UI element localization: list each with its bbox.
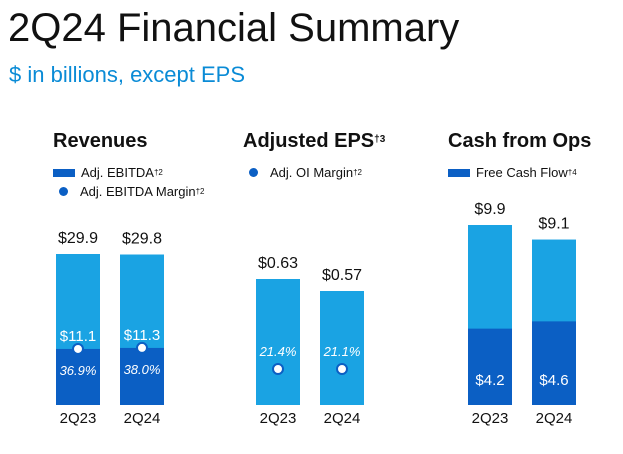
bar-total-label: $9.9 (474, 201, 505, 218)
legend-item-free-cash-flow: Free Cash Flow†4 (448, 165, 577, 181)
bar-total-label: $29.9 (58, 230, 98, 247)
bar-swatch-icon (448, 168, 470, 177)
margin-marker (336, 363, 348, 375)
bar-segment (532, 321, 576, 405)
margin-label: 38.0% (124, 362, 161, 377)
segment-value-label: $11.1 (60, 328, 96, 345)
category-label: 2Q24 (324, 410, 361, 427)
category-label: 2Q23 (472, 410, 509, 427)
margin-marker (136, 341, 148, 354)
category-label: 2Q23 (60, 410, 97, 427)
margin-label: 21.4% (259, 344, 297, 359)
margin-marker (272, 363, 284, 375)
legend-item-adj-ebitda-margin: Adj. EBITDA Margin†2 (53, 184, 205, 200)
revenues-panel-title: Revenues (53, 130, 148, 152)
bar-segment (120, 347, 164, 405)
bar-total (320, 291, 364, 405)
bar-swatch-icon (53, 168, 75, 177)
segment-value-label: $11.3 (124, 327, 160, 344)
page-subtitle: $ in billions, except EPS (9, 62, 246, 87)
legend-item-adj-oi-margin: Adj. OI Margin†2 (243, 165, 362, 181)
category-label: 2Q24 (124, 410, 161, 427)
bar-total-label: $9.1 (538, 216, 569, 233)
cash-panel-title: Cash from Ops (448, 130, 592, 152)
margin-label: 36.9% (60, 363, 97, 378)
dot-swatch-icon (59, 187, 68, 197)
bar-segment (468, 328, 512, 405)
legend-item-adj-ebitda: Adj. EBITDA†2 (53, 165, 163, 181)
bar-total (256, 279, 300, 405)
eps-panel-title: Adjusted EPS†3 (243, 130, 386, 152)
segment-value-label: $4.6 (539, 372, 568, 389)
margin-marker (72, 342, 84, 355)
segment-value-label: $4.2 (475, 372, 504, 389)
bar-total-label: $0.63 (258, 255, 298, 272)
category-label: 2Q23 (260, 410, 297, 427)
bar-total-label: $29.8 (122, 231, 162, 248)
bar-total-label: $0.57 (322, 267, 362, 284)
category-label: 2Q24 (536, 410, 573, 427)
page-title: 2Q24 Financial Summary (8, 6, 460, 50)
dot-swatch-icon (249, 168, 258, 178)
margin-label: 21.1% (323, 344, 361, 359)
bar-segment (56, 348, 100, 405)
